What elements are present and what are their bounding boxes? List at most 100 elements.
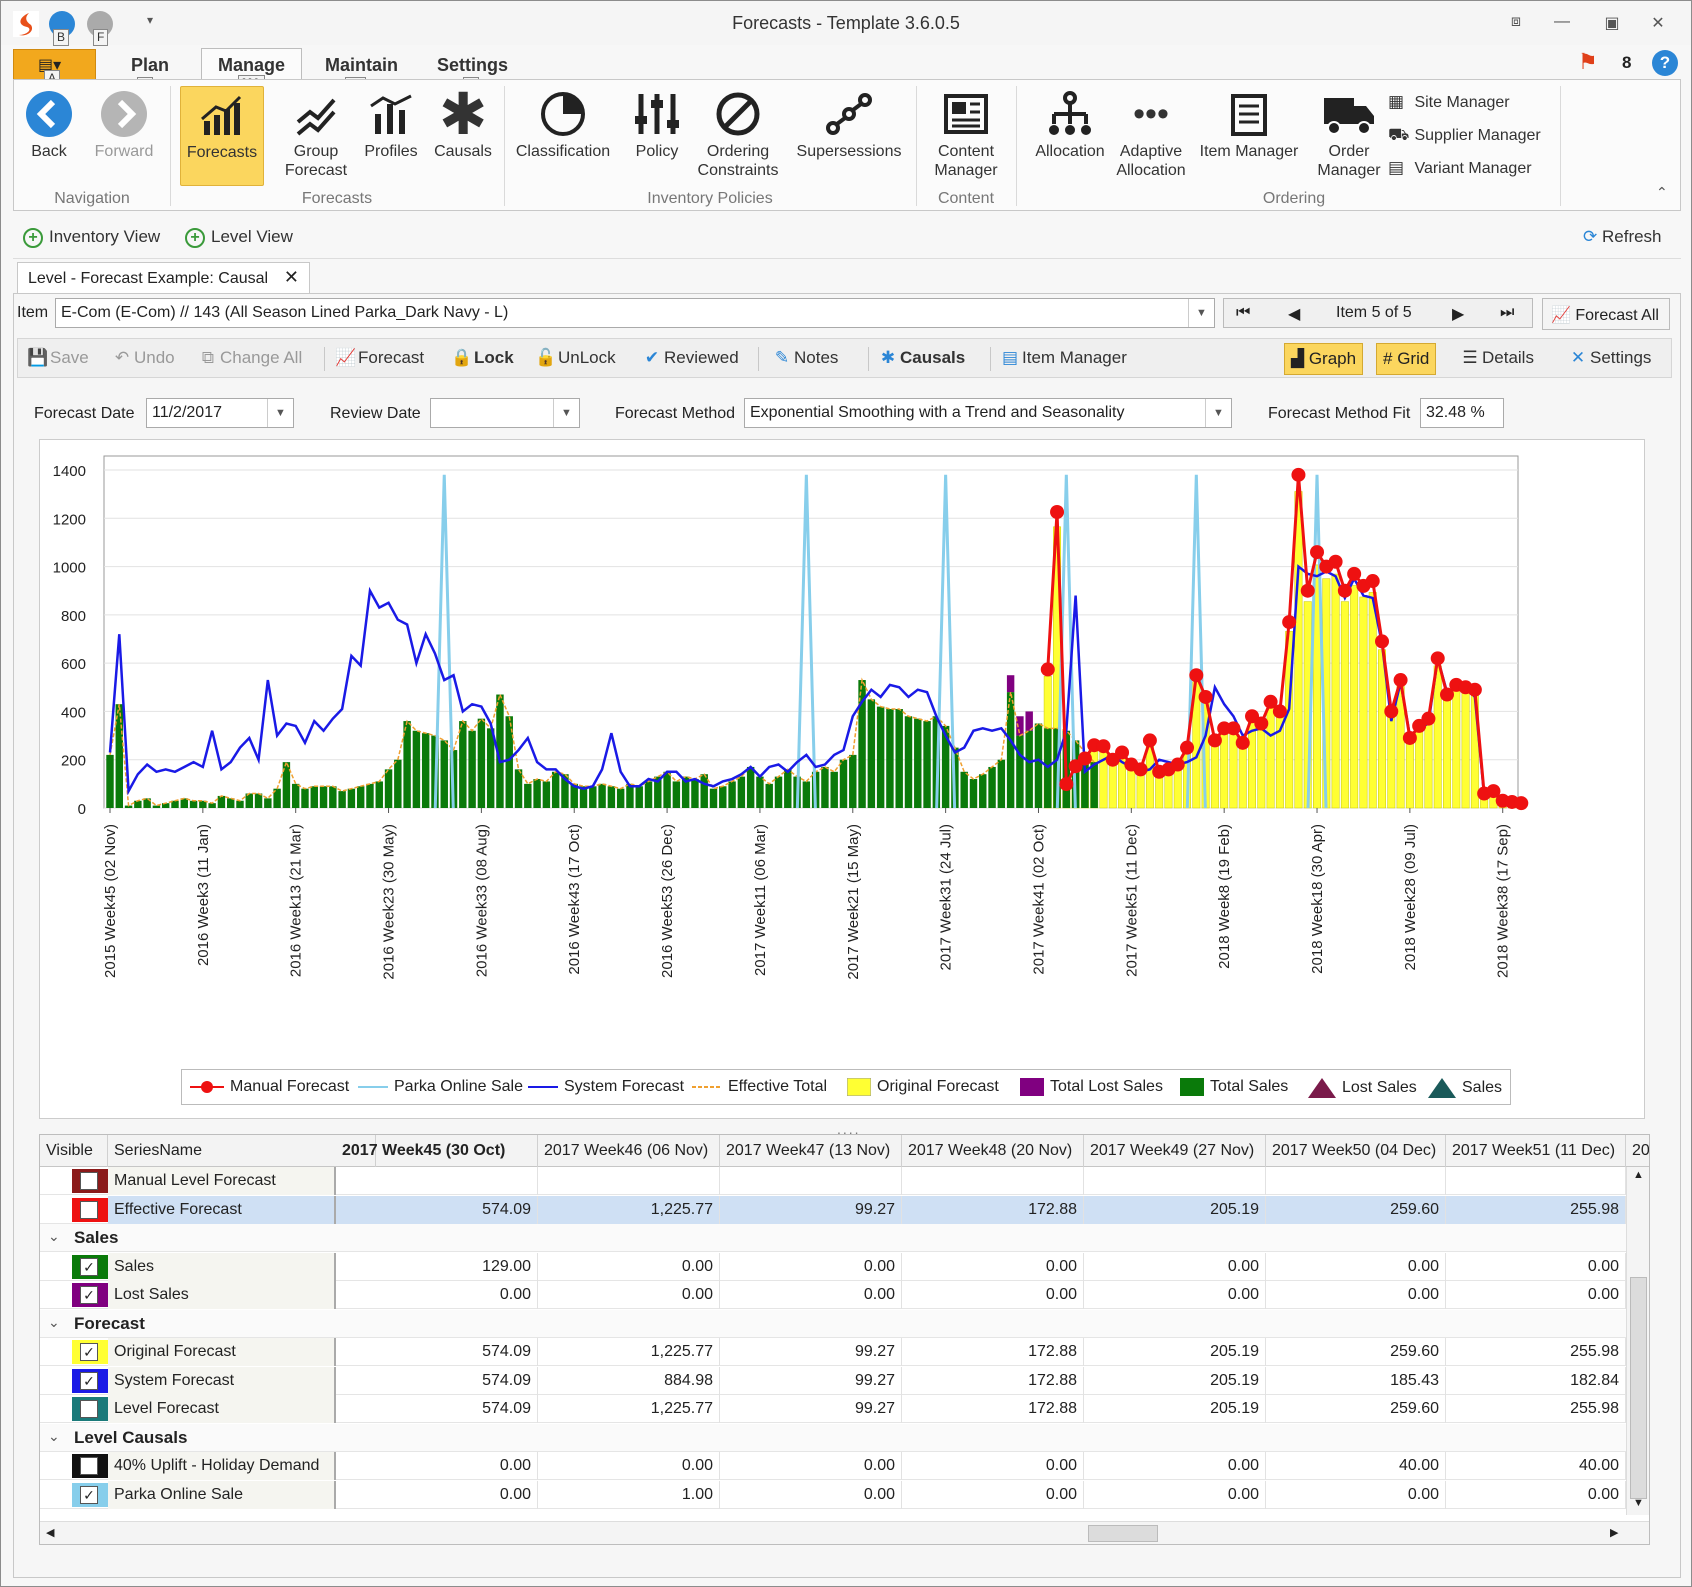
value-cell[interactable]: 0.00 bbox=[902, 1452, 1084, 1480]
value-cell[interactable]: 0.00 bbox=[336, 1281, 538, 1309]
value-cell[interactable]: 205.19 bbox=[1084, 1338, 1266, 1366]
item-select[interactable]: E-Com (E-Com) // 143 (All Season Lined P… bbox=[55, 298, 1215, 328]
supersessions-button[interactable]: Supersessions bbox=[786, 86, 912, 161]
close-tab-icon[interactable]: ✕ bbox=[283, 267, 299, 287]
chevron-down-icon[interactable]: ▼ bbox=[553, 399, 579, 427]
minimize-button[interactable]: — bbox=[1554, 13, 1570, 30]
value-cell[interactable]: 0.00 bbox=[720, 1281, 902, 1309]
value-cell[interactable]: 0.00 bbox=[1084, 1452, 1266, 1480]
review-date-field[interactable]: ▼ bbox=[430, 398, 580, 428]
adaptive-allocation-button[interactable]: ••• Adaptive Allocation bbox=[1108, 86, 1194, 180]
table-row[interactable]: ✓ Original Forecast 574.09 1,225.77 99.27 172… bbox=[40, 1338, 1626, 1366]
allocation-button[interactable]: Allocation bbox=[1022, 86, 1118, 161]
supplier-manager-button[interactable]: ⛟ Supplier Manager bbox=[1388, 125, 1541, 147]
series-name-cell[interactable]: Original Forecast bbox=[108, 1338, 336, 1366]
value-cell[interactable]: 172.88 bbox=[902, 1338, 1084, 1366]
previous-item-icon[interactable]: ◀ bbox=[1288, 306, 1301, 323]
value-cell[interactable] bbox=[538, 1167, 720, 1195]
value-cell[interactable]: 0.00 bbox=[1084, 1480, 1266, 1509]
legend-total-lost-sales[interactable]: Total Lost Sales bbox=[1020, 1078, 1163, 1096]
settings-button[interactable]: ✕ Settings bbox=[1566, 348, 1652, 368]
visible-checkbox[interactable]: ✓ bbox=[80, 1343, 98, 1361]
value-cell[interactable]: 172.88 bbox=[902, 1395, 1084, 1423]
visible-checkbox[interactable] bbox=[80, 1200, 98, 1219]
value-cell[interactable]: 1,225.77 bbox=[538, 1338, 720, 1366]
table-row[interactable]: ✓ Sales 129.00 0.00 0.00 0.00 0.00 0.00 0.00 bbox=[40, 1252, 1626, 1281]
forecast-button[interactable]: 📈Forecast bbox=[335, 348, 425, 367]
classification-button[interactable]: Classification bbox=[510, 86, 616, 161]
value-cell[interactable]: 0.00 bbox=[1446, 1480, 1626, 1509]
value-cell[interactable]: 0.00 bbox=[336, 1452, 538, 1480]
notes-button[interactable]: ✎ Notes bbox=[770, 348, 839, 368]
refresh-button[interactable]: ⟳ Refresh bbox=[1583, 227, 1662, 246]
site-manager-button[interactable]: ▦ Site Manager bbox=[1388, 92, 1510, 111]
restore-layout-icon[interactable]: ⧈ bbox=[1510, 13, 1522, 30]
series-name-cell[interactable]: Level Forecast bbox=[108, 1395, 336, 1423]
legend-original-forecast[interactable]: Original Forecast bbox=[847, 1078, 999, 1096]
visible-checkbox[interactable]: ✓ bbox=[80, 1485, 98, 1504]
column-header-week[interactable]: 2017 Week46 (06 Nov) bbox=[538, 1135, 720, 1167]
tab-settings[interactable]: Settings S bbox=[437, 55, 508, 94]
value-cell[interactable]: 0.00 bbox=[720, 1480, 902, 1509]
value-cell[interactable]: 0.00 bbox=[902, 1281, 1084, 1309]
value-cell[interactable]: 99.27 bbox=[720, 1395, 902, 1423]
value-cell[interactable]: 0.00 bbox=[902, 1252, 1084, 1281]
forecast-method-select[interactable]: Exponential Smoothing with a Trend and S… bbox=[744, 398, 1232, 428]
legend-effective-total[interactable]: Effective Total bbox=[692, 1078, 828, 1095]
scroll-thumb[interactable] bbox=[1630, 1277, 1647, 1499]
file-menu-button[interactable]: ▤▾ A bbox=[13, 49, 96, 87]
grid-toggle[interactable]: # Grid bbox=[1376, 343, 1437, 375]
table-row[interactable]: ✓ Parka Online Sale 0.00 1.00 0.00 0.00 0.00 0.… bbox=[40, 1480, 1626, 1509]
visible-checkbox[interactable] bbox=[80, 1400, 98, 1418]
help-icon[interactable]: ? bbox=[1652, 50, 1678, 76]
item-manager-button[interactable]: Item Manager bbox=[1194, 86, 1304, 161]
table-row[interactable]: Level Forecast 574.09 1,225.77 99.27 172.88 2… bbox=[40, 1395, 1626, 1423]
undo-button[interactable]: ↶ Undo bbox=[110, 348, 175, 368]
visible-checkbox[interactable] bbox=[80, 1457, 98, 1475]
chevron-down-icon[interactable]: ▼ bbox=[1205, 399, 1231, 427]
value-cell[interactable]: 1.00 bbox=[538, 1480, 720, 1509]
column-header-week[interactable]: 2017 Week48 (20 Nov) bbox=[902, 1135, 1084, 1167]
tab-manage[interactable]: Manage MA bbox=[201, 48, 303, 92]
column-header-week[interactable]: 2017 Week45 (30 Oct) bbox=[336, 1135, 538, 1167]
variant-manager-button[interactable]: ▤ Variant Manager bbox=[1388, 158, 1532, 177]
value-cell[interactable]: 0.00 bbox=[538, 1252, 720, 1281]
order-manager-button[interactable]: Order Manager bbox=[1304, 86, 1394, 180]
scroll-up-icon[interactable]: ▲ bbox=[1633, 1169, 1644, 1181]
last-item-icon[interactable]: ⏭ bbox=[1500, 304, 1515, 321]
value-cell[interactable]: 99.27 bbox=[720, 1195, 902, 1224]
value-cell[interactable]: 172.88 bbox=[902, 1195, 1084, 1224]
item-manager-toolbar-button[interactable]: ▤ Item Manager bbox=[998, 348, 1127, 368]
value-cell[interactable] bbox=[1266, 1167, 1446, 1195]
lock-button[interactable]: 🔒Lock bbox=[451, 348, 514, 367]
value-cell[interactable] bbox=[902, 1167, 1084, 1195]
value-cell[interactable]: 0.00 bbox=[1266, 1281, 1446, 1309]
chevron-down-icon[interactable]: ⌄ bbox=[48, 1228, 60, 1244]
value-cell[interactable] bbox=[720, 1167, 902, 1195]
chevron-down-icon[interactable]: ⌄ bbox=[48, 1427, 60, 1444]
value-cell[interactable]: 99.27 bbox=[720, 1366, 902, 1395]
horizontal-scrollbar[interactable]: ◀ ▶ bbox=[40, 1521, 1649, 1544]
value-cell[interactable]: 0.00 bbox=[902, 1480, 1084, 1509]
vertical-scrollbar[interactable]: ▲ ▼ bbox=[1626, 1167, 1649, 1515]
visible-checkbox[interactable] bbox=[80, 1172, 98, 1190]
value-cell[interactable]: 0.00 bbox=[538, 1452, 720, 1480]
value-cell[interactable]: 185.43 bbox=[1266, 1366, 1446, 1395]
column-header-week[interactable]: 2017 Week47 (13 Nov) bbox=[720, 1135, 902, 1167]
profiles-button[interactable]: Profiles bbox=[356, 86, 426, 161]
value-cell[interactable]: 0.00 bbox=[720, 1452, 902, 1480]
column-header-week[interactable]: 2017 Week51 (11 Dec) bbox=[1446, 1135, 1626, 1167]
notification-flag-icon[interactable]: ⚑ bbox=[1578, 49, 1598, 74]
value-cell[interactable]: 182.84 bbox=[1446, 1366, 1626, 1395]
scroll-left-icon[interactable]: ◀ bbox=[46, 1527, 55, 1539]
visible-checkbox[interactable]: ✓ bbox=[80, 1286, 98, 1304]
causals-toolbar-button[interactable]: ✱ Causals bbox=[876, 348, 965, 368]
forecasts-button[interactable]: Forecasts bbox=[180, 86, 264, 186]
value-cell[interactable]: 205.19 bbox=[1084, 1366, 1266, 1395]
unlock-button[interactable]: 🔓UnLock bbox=[535, 348, 616, 367]
series-name-cell[interactable]: 40% Uplift - Holiday Demand bbox=[108, 1452, 336, 1480]
tab-plan[interactable]: Plan P bbox=[131, 55, 169, 94]
value-cell[interactable]: 0.00 bbox=[1084, 1281, 1266, 1309]
column-header-week[interactable]: 20 bbox=[1626, 1135, 1649, 1167]
chevron-down-icon[interactable]: ⌄ bbox=[48, 1313, 60, 1330]
